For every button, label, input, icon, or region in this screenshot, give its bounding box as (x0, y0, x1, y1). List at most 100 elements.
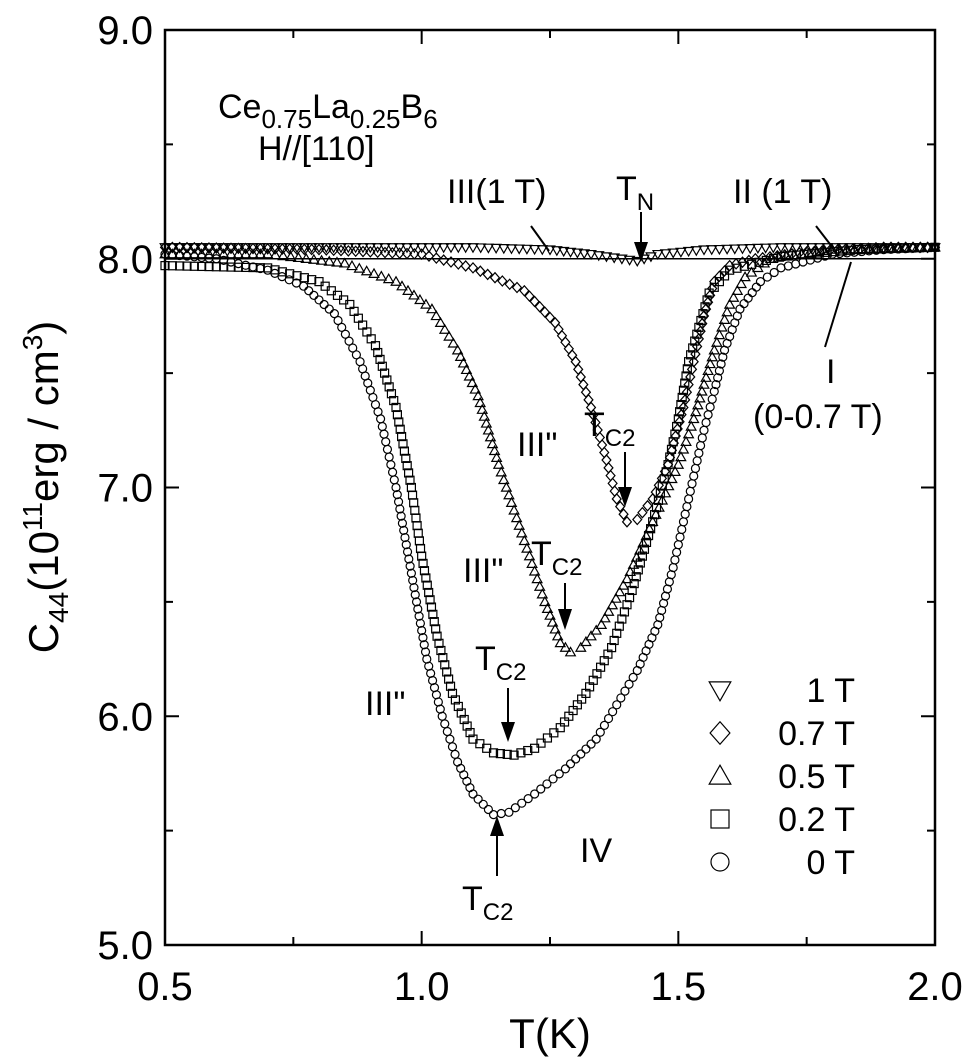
data-point (167, 261, 177, 271)
data-point (451, 344, 464, 355)
data-point (444, 674, 454, 684)
data-point (360, 265, 373, 276)
data-point (657, 481, 667, 491)
data-point (549, 623, 561, 634)
data-point (263, 263, 273, 273)
data-point (923, 243, 933, 253)
data-point (307, 275, 317, 285)
data-point (314, 295, 324, 305)
data-point (402, 461, 412, 471)
data-point (476, 403, 489, 414)
data-point (443, 330, 455, 341)
data-point (713, 373, 723, 383)
data-point (219, 262, 229, 272)
data-point (611, 493, 622, 505)
compound-base3: B (401, 88, 424, 126)
data-point (417, 551, 427, 561)
data-point (731, 284, 744, 295)
data-point (409, 247, 420, 260)
data-point (659, 249, 672, 260)
legend-label: 1 T (806, 672, 855, 710)
data-point (495, 749, 505, 759)
data-point (160, 249, 170, 259)
data-point (529, 295, 540, 308)
series-1-T (159, 243, 941, 268)
data-point (688, 355, 699, 368)
data-point (392, 490, 402, 500)
compound-sub1: 0.75 (261, 104, 312, 134)
data-point (518, 534, 531, 546)
data-point (613, 586, 626, 597)
compound-base1: Ce (218, 88, 261, 126)
data-point (571, 248, 584, 259)
data-point (415, 243, 428, 254)
data-point (614, 500, 626, 513)
data-point (504, 278, 515, 291)
data-point (382, 273, 395, 284)
legend-marker (709, 720, 731, 746)
data-point (349, 243, 362, 254)
data-point (232, 248, 245, 259)
data-point (391, 482, 401, 493)
data-point (379, 243, 391, 254)
data-point (482, 268, 493, 281)
data-point (599, 720, 610, 731)
data-point (182, 251, 192, 261)
data-point (399, 446, 409, 456)
data-point (517, 798, 527, 808)
data-point (357, 243, 369, 254)
data-point (400, 532, 410, 543)
data-point (761, 255, 771, 265)
data-point (389, 395, 399, 406)
data-point (864, 246, 874, 256)
data-point (203, 242, 215, 254)
data-point (429, 617, 439, 627)
data-point (835, 248, 845, 259)
data-point (437, 243, 450, 254)
data-point (453, 701, 463, 712)
data-point (226, 262, 236, 272)
data-point (459, 714, 469, 725)
data-point (340, 329, 350, 339)
data-markers (159, 241, 941, 820)
data-point (709, 282, 719, 292)
data-point (833, 243, 846, 254)
data-point (472, 389, 484, 401)
data-point (614, 621, 624, 631)
data-point (687, 412, 700, 424)
data-point (635, 558, 645, 568)
tc2-07-base: T (584, 406, 605, 444)
data-point (565, 759, 576, 769)
data-point (655, 488, 665, 498)
data-point (523, 745, 533, 756)
data-point (708, 344, 721, 355)
y-tick-labels: 5.0 6.0 7.0 8.0 9.0 (97, 9, 153, 968)
data-point (421, 573, 431, 583)
data-point (393, 497, 404, 507)
data-point (351, 350, 361, 360)
data-point (438, 254, 449, 266)
data-point (474, 243, 487, 254)
data-point (466, 376, 479, 388)
data-point (397, 518, 408, 528)
y-axis-title-rest1: (10 (20, 531, 67, 592)
data-point (375, 270, 388, 281)
data-point (364, 243, 377, 254)
tc2-07-label: TC2 (584, 406, 635, 452)
data-point (337, 322, 347, 332)
data-point (622, 600, 632, 610)
data-point (529, 789, 540, 799)
data-point (727, 291, 740, 302)
data-point (930, 242, 940, 252)
data-point (692, 329, 702, 339)
data-point (744, 244, 757, 255)
data-point (408, 289, 420, 300)
data-point (755, 277, 766, 287)
data-point (417, 625, 427, 636)
data-point (469, 383, 482, 394)
legend-label: 0.5 T (778, 758, 855, 796)
data-point (182, 261, 192, 271)
data-point (682, 246, 695, 258)
data-point (617, 579, 630, 590)
data-point (688, 343, 698, 353)
